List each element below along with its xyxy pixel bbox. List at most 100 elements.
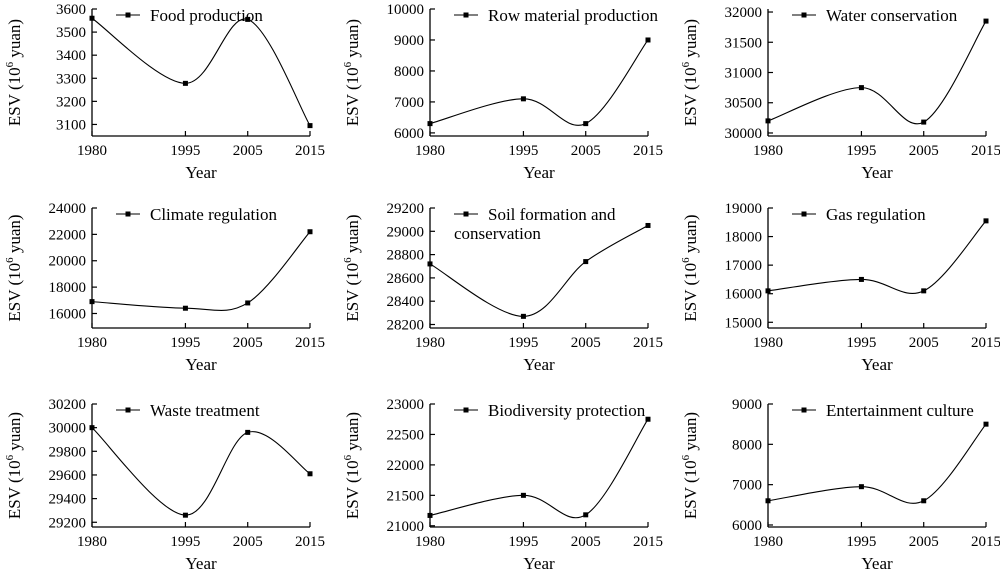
y-tick-label: 16000 bbox=[725, 287, 763, 303]
x-tick-label: 1995 bbox=[846, 534, 876, 550]
x-tick-label: 1995 bbox=[508, 335, 538, 351]
data-point bbox=[427, 121, 433, 127]
x-tick-label: 2005 bbox=[571, 335, 601, 351]
data-point bbox=[427, 261, 433, 267]
legend-label: Gas regulation bbox=[826, 205, 926, 224]
legend-label: Climate regulation bbox=[150, 205, 277, 224]
x-tick-label: 2015 bbox=[295, 335, 325, 351]
legend-label: Water conservation bbox=[826, 6, 958, 25]
data-point bbox=[921, 119, 927, 125]
series-line bbox=[767, 220, 987, 294]
data-point bbox=[645, 222, 651, 228]
legend-label: Entertainment culture bbox=[826, 401, 974, 420]
data-point bbox=[583, 259, 589, 265]
data-point bbox=[765, 288, 771, 294]
x-tick-label: 1995 bbox=[170, 534, 200, 550]
series-line bbox=[91, 17, 311, 126]
y-tick-label: 22000 bbox=[387, 458, 425, 474]
y-tick-label: 16000 bbox=[49, 306, 87, 322]
chart-panel: 6000 7000 8000 9000 10000 1980 1995 2005 2015 Yea… bbox=[342, 2, 663, 182]
x-axis-label: Year bbox=[861, 554, 893, 573]
x-axis-label: Year bbox=[523, 355, 555, 374]
series-line bbox=[767, 423, 987, 504]
x-tick-label: 2005 bbox=[233, 534, 263, 550]
series-line bbox=[91, 231, 311, 312]
x-tick-label: 1995 bbox=[846, 143, 876, 159]
x-tick-label: 1980 bbox=[415, 335, 445, 351]
y-tick-label: 31000 bbox=[725, 66, 763, 82]
y-tick-label: 10000 bbox=[387, 2, 425, 18]
data-point bbox=[983, 18, 989, 24]
y-tick-label: 23000 bbox=[387, 397, 425, 413]
chart-panel: 15000 16000 17000 18000 19000 1980 1995 2005 201… bbox=[680, 201, 1000, 374]
x-axis-label: Year bbox=[185, 163, 217, 182]
legend-label: Soil formation and conservation bbox=[454, 205, 616, 243]
x-tick-label: 2005 bbox=[571, 143, 601, 159]
data-point bbox=[245, 16, 251, 22]
x-tick-label: 2015 bbox=[633, 335, 663, 351]
y-axis-label: ESV (106 yuan) bbox=[4, 19, 24, 126]
data-point bbox=[858, 85, 864, 91]
chart-panel: 30000 30500 31000 31500 32000 1980 1995 2005 201… bbox=[680, 5, 1000, 182]
data-point bbox=[307, 229, 313, 235]
y-tick-label: 29400 bbox=[49, 492, 87, 508]
y-tick-label: 19000 bbox=[725, 201, 763, 217]
y-axis-label: ESV (106 yuan) bbox=[342, 19, 362, 126]
legend-marker bbox=[801, 12, 807, 18]
y-tick-label: 30500 bbox=[725, 96, 763, 112]
y-tick-label: 29000 bbox=[387, 224, 425, 240]
legend-marker bbox=[463, 12, 469, 18]
data-point bbox=[921, 498, 927, 504]
x-tick-label: 1995 bbox=[508, 143, 538, 159]
y-tick-label: 3500 bbox=[56, 25, 86, 41]
data-point bbox=[983, 421, 989, 427]
series-line bbox=[429, 418, 649, 519]
y-axis-label: ESV (106 yuan) bbox=[342, 214, 362, 321]
y-axis-label: ESV (106 yuan) bbox=[680, 412, 700, 519]
y-tick-label: 30000 bbox=[725, 126, 763, 142]
y-tick-label: 6000 bbox=[394, 126, 424, 142]
data-point bbox=[520, 313, 526, 319]
y-tick-label: 22500 bbox=[387, 427, 425, 443]
series-line bbox=[767, 20, 987, 125]
data-point bbox=[765, 118, 771, 124]
x-axis-label: Year bbox=[861, 355, 893, 374]
y-axis-label: ESV (106 yuan) bbox=[342, 412, 362, 519]
y-tick-label: 29800 bbox=[49, 444, 87, 460]
data-point bbox=[307, 471, 313, 477]
y-axis-label: ESV (106 yuan) bbox=[4, 412, 24, 519]
y-tick-label: 18000 bbox=[49, 280, 87, 296]
y-tick-label: 3100 bbox=[56, 117, 86, 133]
y-tick-label: 32000 bbox=[725, 5, 763, 21]
data-point bbox=[182, 512, 188, 518]
data-point bbox=[182, 305, 188, 311]
y-tick-label: 8000 bbox=[394, 64, 424, 80]
series-line bbox=[429, 225, 649, 317]
y-tick-label: 24000 bbox=[49, 201, 87, 217]
y-tick-label: 7000 bbox=[732, 478, 762, 494]
y-tick-label: 21000 bbox=[387, 519, 425, 535]
legend-label: Waste treatment bbox=[150, 401, 260, 420]
x-tick-label: 1980 bbox=[415, 534, 445, 550]
legend-label: Biodiversity protection bbox=[488, 401, 646, 420]
data-point bbox=[765, 498, 771, 504]
data-point bbox=[645, 37, 651, 43]
data-point bbox=[245, 300, 251, 306]
chart-panel: 28200 28400 28600 28800 29000 29200 1980 1995 20… bbox=[342, 201, 663, 374]
y-tick-label: 30200 bbox=[49, 397, 87, 413]
x-tick-label: 2005 bbox=[233, 143, 263, 159]
y-tick-label: 3300 bbox=[56, 71, 86, 87]
legend-marker bbox=[801, 407, 807, 413]
data-point bbox=[858, 484, 864, 490]
data-point bbox=[89, 299, 95, 305]
data-point bbox=[245, 429, 251, 435]
legend-label: Food production bbox=[150, 6, 263, 25]
y-tick-label: 29600 bbox=[49, 468, 87, 484]
chart-panel: 29200 29400 29600 29800 30000 30200 1980 1995 20… bbox=[4, 397, 325, 573]
y-tick-label: 6000 bbox=[732, 518, 762, 534]
x-tick-label: 1995 bbox=[170, 335, 200, 351]
y-tick-label: 9000 bbox=[394, 33, 424, 49]
series-line bbox=[91, 427, 311, 516]
data-point bbox=[520, 96, 526, 102]
x-tick-label: 1980 bbox=[77, 335, 107, 351]
